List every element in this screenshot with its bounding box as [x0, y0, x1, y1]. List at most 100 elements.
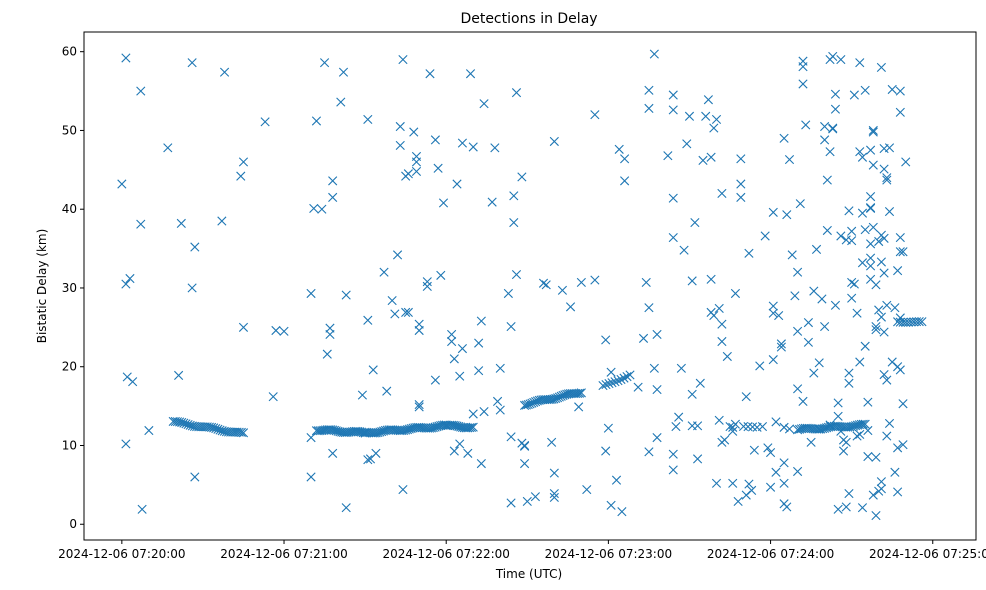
data-point	[847, 236, 857, 246]
data-point	[855, 58, 865, 68]
data-point	[763, 443, 773, 453]
data-point	[450, 421, 460, 431]
data-point	[744, 248, 754, 258]
data-point	[598, 381, 608, 391]
data-point	[857, 258, 868, 268]
data-point	[338, 67, 349, 77]
data-point	[649, 363, 659, 373]
data-point	[865, 192, 876, 202]
data-point	[521, 400, 532, 410]
data-point	[610, 377, 620, 387]
data-point	[760, 231, 770, 241]
data-point	[749, 445, 759, 455]
data-point	[576, 388, 586, 398]
data-point	[604, 378, 614, 389]
data-point	[863, 425, 873, 436]
data-point	[641, 277, 651, 288]
y-tick-label: 30	[62, 281, 77, 295]
data-point	[121, 439, 131, 449]
data-point	[895, 365, 905, 375]
data-point	[879, 370, 889, 380]
data-point	[668, 232, 678, 243]
data-point	[844, 368, 854, 378]
data-point	[422, 281, 432, 291]
data-point	[341, 290, 351, 300]
data-point	[474, 338, 484, 348]
data-point	[136, 219, 146, 229]
data-point	[828, 51, 838, 62]
data-point	[517, 172, 527, 182]
x-tick-label: 2024-12-06 07:25:00	[869, 547, 986, 561]
data-point	[801, 120, 811, 130]
data-point	[890, 303, 900, 313]
data-point	[711, 478, 722, 488]
data-point	[601, 379, 611, 390]
data-point	[743, 422, 753, 432]
data-point	[328, 192, 338, 202]
data-point	[509, 191, 519, 201]
data-point	[541, 280, 551, 290]
data-point	[236, 171, 246, 181]
data-point	[865, 253, 876, 263]
data-point	[847, 226, 857, 236]
data-point	[871, 325, 881, 335]
data-point	[879, 233, 889, 243]
data-point	[465, 423, 475, 433]
data-point	[331, 426, 341, 436]
data-point	[309, 203, 319, 214]
data-point	[601, 335, 611, 345]
data-point	[776, 342, 786, 352]
data-point	[790, 291, 800, 301]
data-point	[375, 427, 385, 437]
data-point	[582, 485, 592, 495]
data-point	[895, 107, 905, 117]
data-point	[814, 424, 824, 434]
data-point	[882, 175, 892, 185]
data-point	[187, 58, 197, 68]
data-point	[402, 425, 413, 435]
data-point	[633, 382, 643, 392]
data-point	[333, 426, 343, 436]
data-point	[860, 341, 870, 351]
data-point	[879, 268, 889, 278]
data-point	[860, 85, 870, 95]
data-points	[117, 49, 927, 521]
data-point	[828, 124, 838, 134]
data-point	[747, 485, 757, 495]
data-point	[820, 135, 830, 145]
data-point	[430, 375, 440, 385]
data-point	[511, 269, 522, 280]
data-point	[620, 176, 630, 186]
data-point	[822, 175, 832, 185]
data-point	[709, 123, 719, 133]
data-point	[814, 358, 824, 368]
data-point	[695, 378, 705, 388]
data-point	[448, 420, 459, 430]
data-point	[674, 412, 684, 422]
data-point	[414, 325, 424, 336]
data-point	[784, 155, 795, 165]
data-point	[768, 207, 778, 217]
data-point	[852, 308, 862, 318]
data-point	[404, 424, 414, 434]
data-point	[768, 355, 778, 365]
data-point	[490, 143, 500, 153]
data-point	[447, 329, 457, 340]
data-point	[625, 370, 635, 380]
data-point	[882, 375, 892, 385]
y-axis-ticks: 0 10 20 30 40 50 60	[62, 45, 84, 531]
data-point	[387, 295, 397, 306]
data-point	[836, 54, 846, 65]
data-point	[590, 275, 600, 285]
data-point	[341, 503, 351, 513]
data-point	[668, 193, 678, 203]
data-point	[784, 424, 795, 434]
data-point	[779, 422, 789, 432]
data-point	[844, 206, 854, 216]
data-point	[728, 426, 738, 436]
data-point	[311, 116, 322, 126]
data-point	[454, 421, 464, 432]
data-point	[474, 366, 484, 376]
data-point	[838, 446, 849, 456]
data-point	[714, 415, 724, 425]
